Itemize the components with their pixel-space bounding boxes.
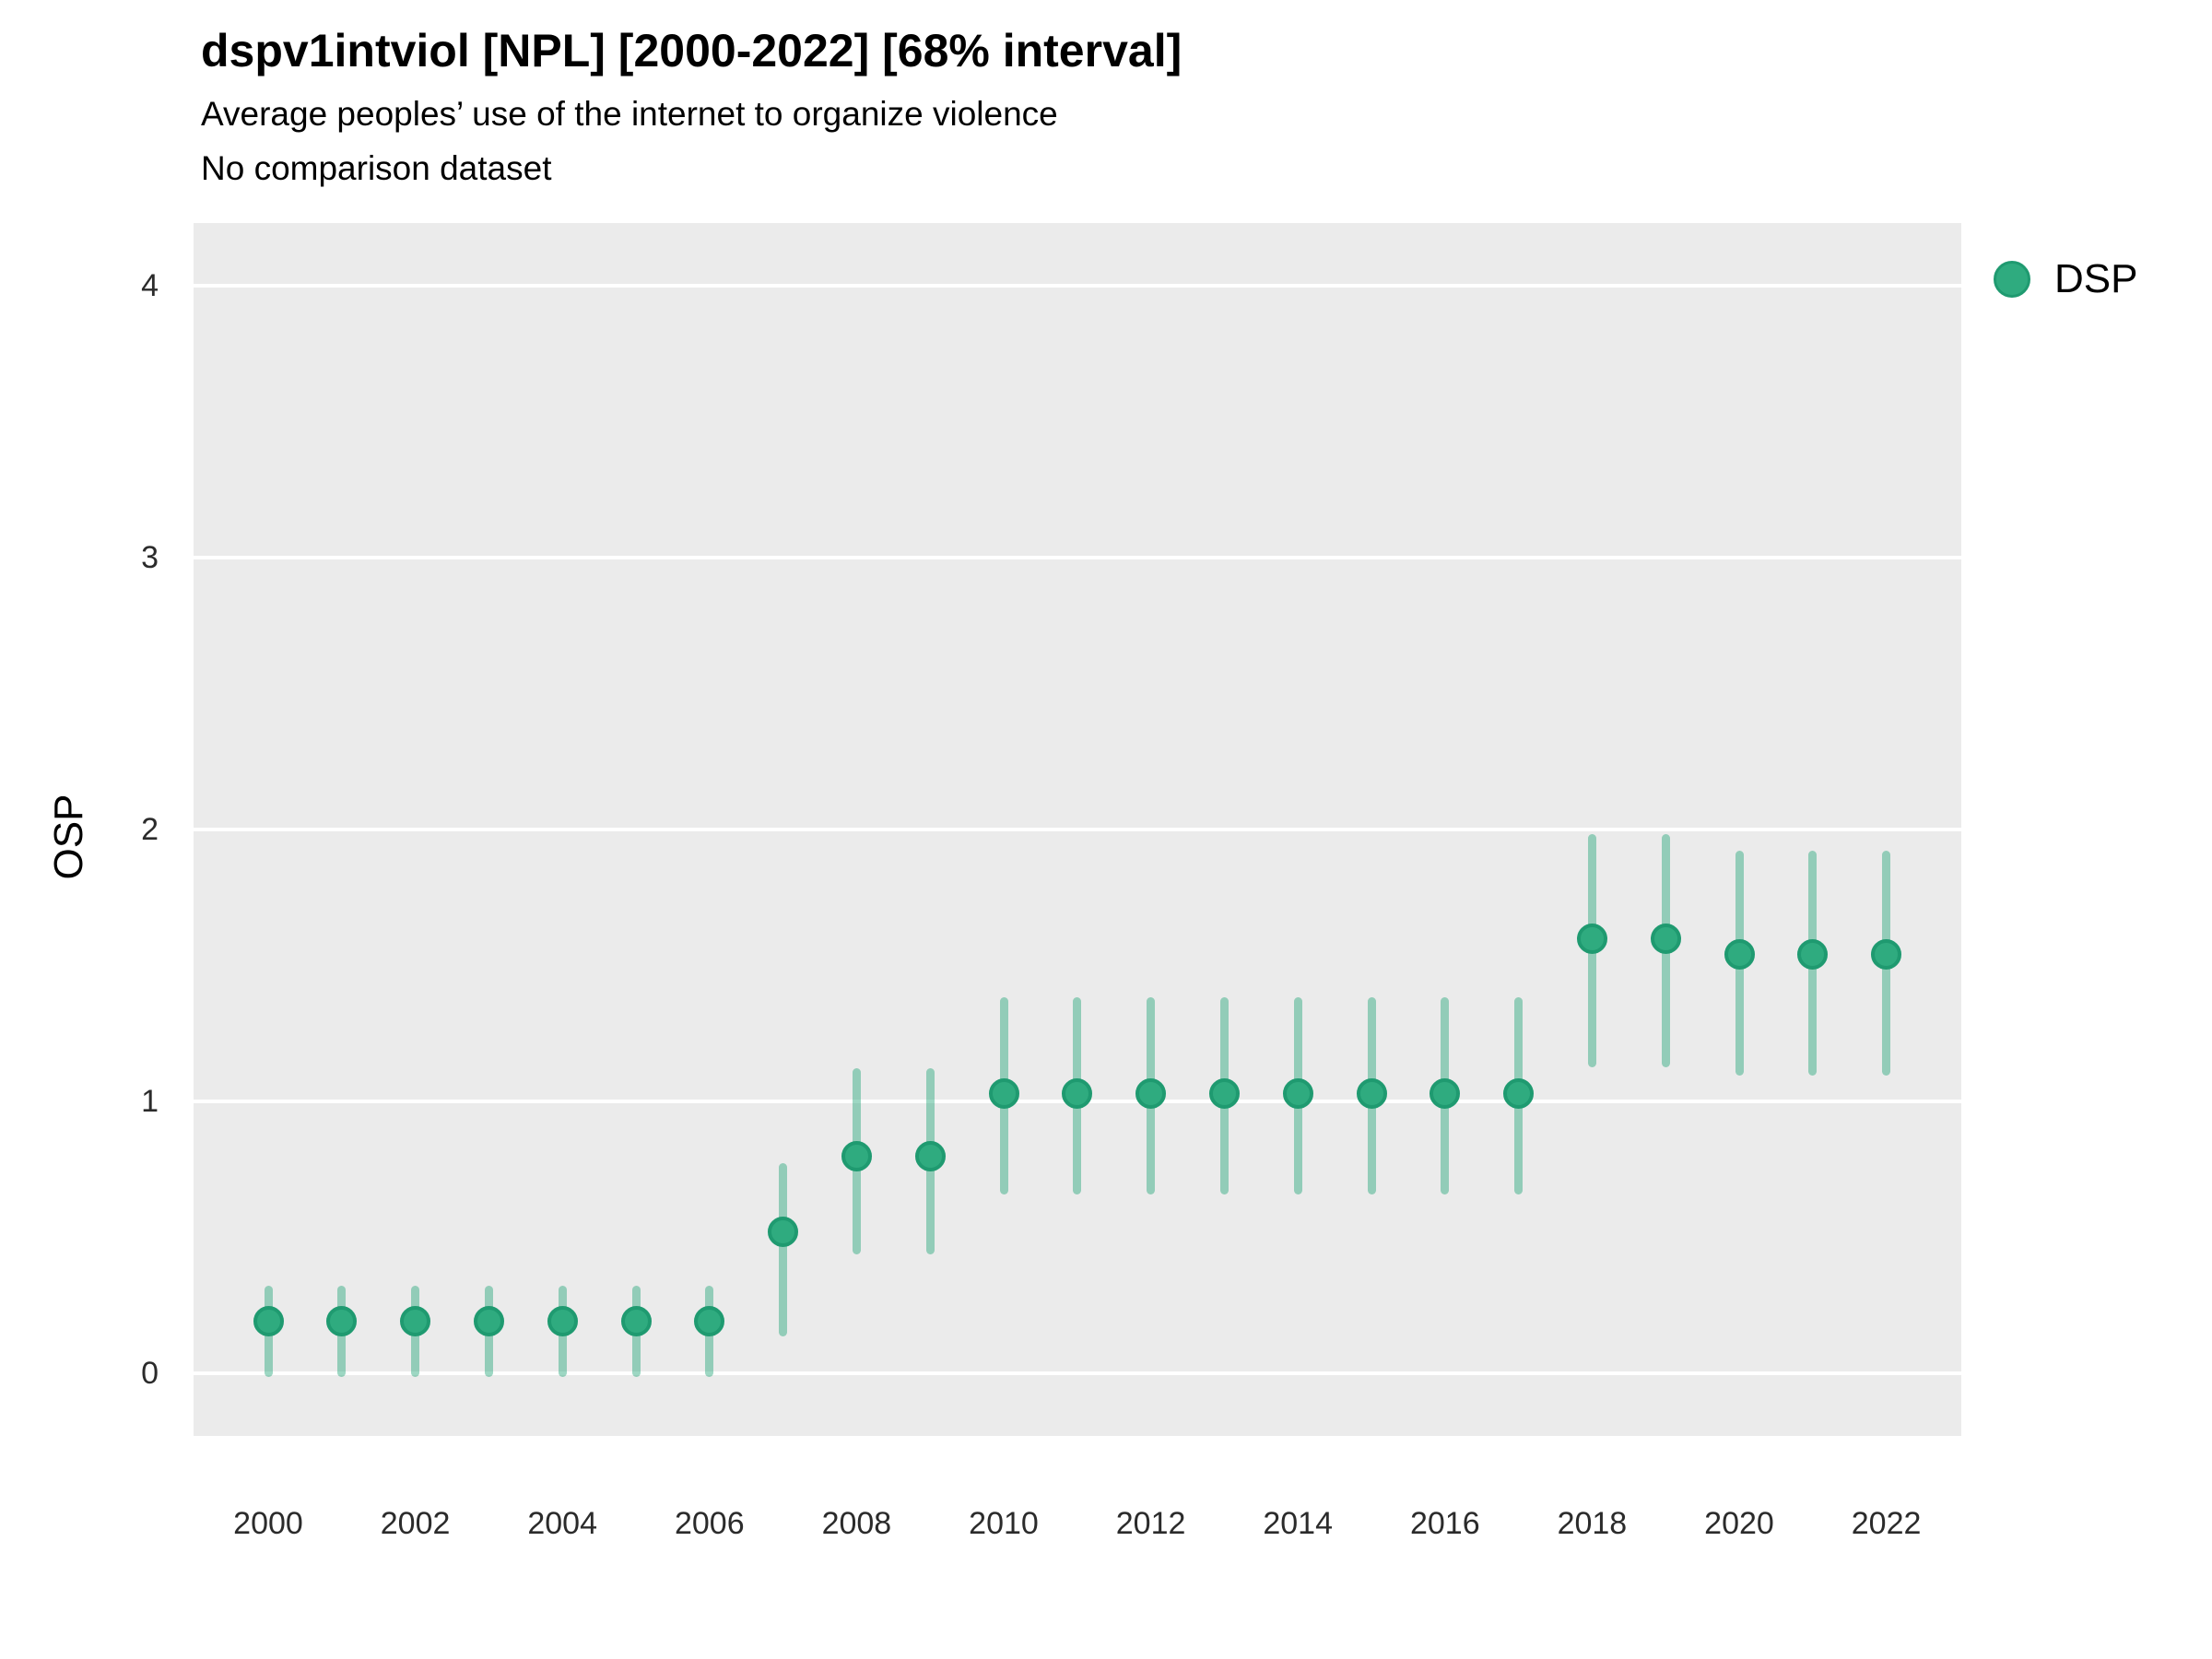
x-tick-label-2018: 2018 — [1557, 1506, 1628, 1541]
x-tick-label-2022: 2022 — [1851, 1506, 1922, 1541]
x-tick-label-2010: 2010 — [969, 1506, 1039, 1541]
gridline-y-2 — [194, 828, 1961, 831]
chart-subtitle: Average peoples’ use of the internet to … — [201, 95, 1058, 133]
x-tick-label-2000: 2000 — [233, 1506, 303, 1541]
data-point-2018 — [1576, 923, 1607, 954]
data-point-2015 — [1356, 1077, 1387, 1109]
x-tick-label-2008: 2008 — [821, 1506, 892, 1541]
data-point-2016 — [1430, 1077, 1461, 1109]
data-point-2020 — [1724, 939, 1755, 971]
data-point-2000 — [253, 1306, 284, 1337]
x-tick-label-2012: 2012 — [1115, 1506, 1186, 1541]
data-point-2007 — [768, 1217, 799, 1248]
data-point-2011 — [1062, 1077, 1093, 1109]
data-point-2008 — [841, 1140, 872, 1171]
data-point-2021 — [1797, 939, 1829, 971]
data-point-2004 — [547, 1306, 578, 1337]
interval-bar-2007 — [779, 1162, 788, 1336]
gridline-y-3 — [194, 556, 1961, 559]
gridline-y-0 — [194, 1371, 1961, 1375]
x-tick-label-2016: 2016 — [1409, 1506, 1480, 1541]
legend-label: DSP — [2054, 256, 2138, 301]
x-tick-label-2020: 2020 — [1704, 1506, 1774, 1541]
data-point-2014 — [1282, 1077, 1313, 1109]
data-point-2010 — [988, 1077, 1019, 1109]
data-point-2006 — [694, 1306, 725, 1337]
y-tick-label-2: 2 — [141, 812, 159, 847]
data-point-2005 — [620, 1306, 652, 1337]
data-point-2002 — [400, 1306, 431, 1337]
x-tick-label-2004: 2004 — [527, 1506, 597, 1541]
data-point-2017 — [1503, 1077, 1535, 1109]
data-point-2022 — [1871, 939, 1902, 971]
y-tick-label-0: 0 — [141, 1356, 159, 1391]
plot-panel — [194, 223, 1961, 1436]
gridline-y-4 — [194, 284, 1961, 288]
data-point-2001 — [326, 1306, 358, 1337]
data-point-2013 — [1208, 1077, 1240, 1109]
legend-point-icon — [1994, 261, 2030, 298]
data-point-2003 — [473, 1306, 504, 1337]
data-point-2012 — [1135, 1077, 1167, 1109]
x-tick-label-2014: 2014 — [1263, 1506, 1333, 1541]
y-tick-label-3: 3 — [141, 540, 159, 575]
chart-note: No comparison dataset — [201, 149, 552, 187]
x-tick-label-2006: 2006 — [674, 1506, 745, 1541]
x-tick-label-2002: 2002 — [380, 1506, 451, 1541]
legend: DSP — [1994, 256, 2137, 302]
y-tick-label-4: 4 — [141, 268, 159, 303]
y-tick-label-1: 1 — [141, 1084, 159, 1119]
data-point-2019 — [1650, 923, 1681, 954]
data-point-2009 — [914, 1140, 946, 1171]
chart-title: dspv1intviol [NPL] [2000-2022] [68% inte… — [201, 25, 1182, 76]
